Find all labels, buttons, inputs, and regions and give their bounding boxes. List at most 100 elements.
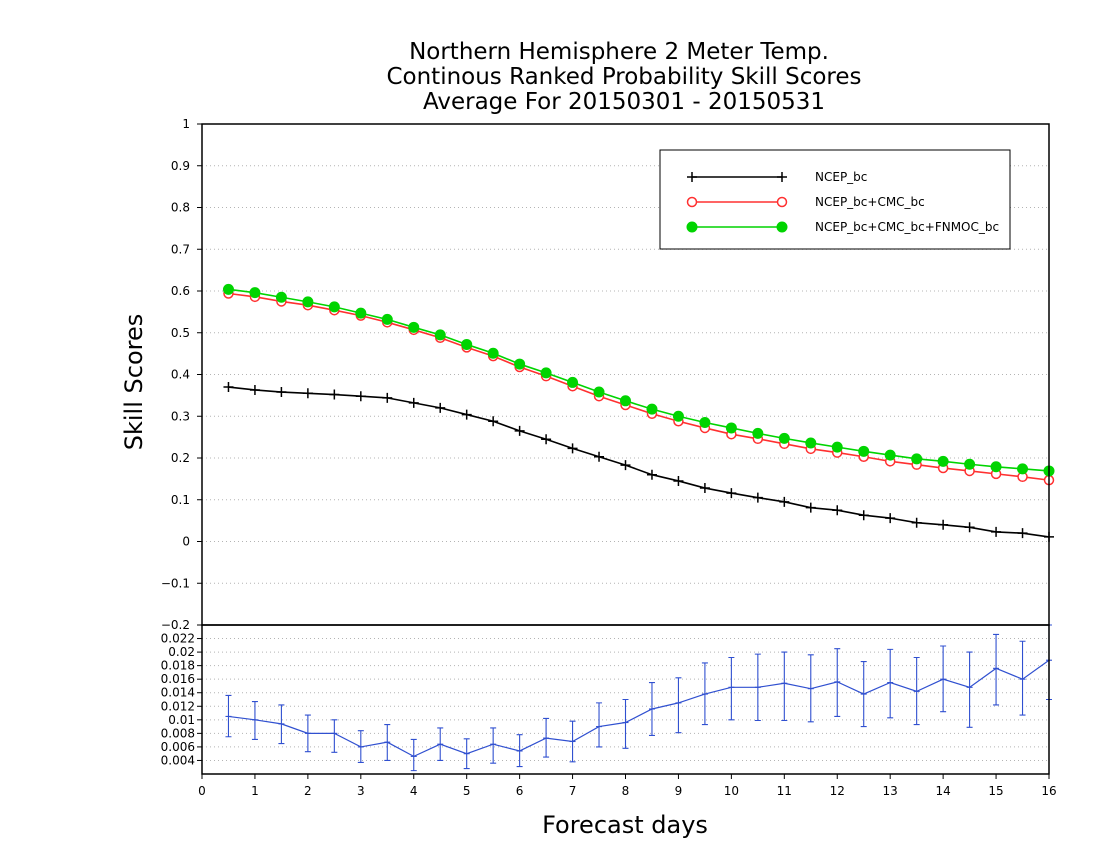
error-bar: [834, 648, 841, 717]
series-ncep-bc-point: [567, 443, 578, 454]
series-ncep-bc-point: [276, 387, 287, 398]
error-bar: [781, 651, 788, 722]
series-ncep-bc-cmc-bc-fnmoc-bc-point: [593, 386, 605, 398]
upper-y-tick-label: 0.9: [171, 159, 190, 173]
legend-entry-ncep-bc-cmc-bc-fnmoc-bc: NCEP_bc+CMC_bc+FNMOC_bc: [686, 220, 999, 234]
series-ncep-bc-point: [938, 519, 949, 530]
error-bar: [331, 719, 338, 753]
series-ncep-bc-cmc-bc-fnmoc-bc-point: [858, 445, 870, 457]
series-ncep-bc-point: [594, 451, 605, 462]
upper-y-tick-label: −0.1: [161, 576, 190, 590]
x-tick-label: 2: [304, 784, 312, 798]
lower-y-tick-label: 0.018: [161, 659, 195, 673]
lower-y-axis-ticks: 0.0040.0060.0080.010.0120.0140.0160.0180…: [161, 632, 202, 767]
legend-entry-ncep-bc-cmc-bc-fnmoc-bc-marker: [686, 221, 698, 233]
series-ncep-bc-point: [435, 402, 446, 413]
legend-entry-ncep-bc-label: NCEP_bc: [815, 170, 867, 184]
error-bar: [622, 698, 629, 749]
lower-y-tick-label: 0.022: [161, 632, 195, 646]
error-bar: [728, 656, 735, 721]
series-ncep-bc: [223, 382, 1054, 542]
series-ncep-bc-point: [752, 492, 763, 503]
series-ncep-bc-point: [249, 384, 260, 395]
error-bar: [490, 727, 497, 764]
series-ncep-bc-cmc-bc: [223, 288, 1055, 486]
series-ncep-bc-cmc-bc-fnmoc-bc-point: [805, 437, 817, 449]
error-bar: [887, 648, 894, 719]
x-tick-label: 14: [935, 784, 950, 798]
series-ncep-bc-cmc-bc-fnmoc-bc-point: [990, 461, 1002, 473]
x-tick-label: 0: [198, 784, 206, 798]
series-ncep-bc-cmc-bc-fnmoc-bc-point: [408, 321, 420, 333]
series-ncep-bc-point: [858, 510, 869, 521]
series-ncep-bc-point: [302, 388, 313, 399]
lower-y-tick-label: 0.014: [161, 686, 195, 700]
series-ncep-bc-cmc-bc-fnmoc-bc-point: [778, 432, 790, 444]
chart-title-line-2: Continous Ranked Probability Skill Score…: [386, 64, 861, 90]
series-ncep-bc-cmc-bc-fnmoc-bc-point: [937, 455, 949, 467]
series-ncep-bc-cmc-bc-fnmoc-bc-point: [540, 367, 552, 379]
series-ncep-bc-point: [911, 517, 922, 528]
upper-y-axis-ticks: −0.2 −0.1 0 0.1 0.2 0.3 0.4 0.5 0.6 0.7 0.8 0.9 1: [161, 117, 202, 632]
series-ncep-bc-point: [646, 469, 657, 480]
legend-entry-ncep-bc-marker: [687, 172, 697, 182]
chart-title-line-1: Northern Hemisphere 2 Meter Temp.: [409, 39, 829, 65]
series-ncep-bc-point: [673, 475, 684, 486]
series-ncep-bc-cmc-bc-fnmoc-bc-point: [222, 283, 234, 295]
x-tick-label: 1: [251, 784, 259, 798]
lower-y-tick-label: 0.012: [161, 699, 195, 713]
upper-y-tick-label: 0.2: [171, 451, 190, 465]
series-ncep-bc-cmc-bc-fnmoc-bc-point: [328, 301, 340, 313]
legend-entry-ncep-bc-cmc-bc-label: NCEP_bc+CMC_bc: [815, 195, 925, 209]
x-tick-label: 12: [830, 784, 845, 798]
lower-y-tick-label: 0.008: [161, 726, 195, 740]
series-ncep-bc-cmc-bc-fnmoc-bc-point: [831, 441, 843, 453]
lower-plot-frame: [201, 624, 1050, 775]
legend-entry-ncep-bc-cmc-bc-fnmoc-bc-label: NCEP_bc+CMC_bc+FNMOC_bc: [815, 220, 999, 234]
legend-entry-ncep-bc-cmc-bc: NCEP_bc+CMC_bc: [686, 195, 925, 209]
error-bar: [596, 702, 603, 748]
legend-entry-ncep-bc-cmc-bc-marker: [686, 196, 698, 208]
error-bar: [966, 651, 973, 728]
y-axis-label: Skill Scores: [120, 314, 148, 451]
series-ncep-bc-cmc-bc-fnmoc-bc-point: [567, 376, 579, 388]
upper-y-tick-label: 0.6: [171, 284, 190, 298]
x-tick-label: 10: [724, 784, 739, 798]
legend-entry-ncep-bc-cmc-bc-marker: [776, 196, 788, 208]
x-tick-label: 3: [357, 784, 365, 798]
series-ncep-bc-point: [514, 425, 525, 436]
x-tick-label: 6: [516, 784, 524, 798]
series-ncep-bc-cmc-bc-fnmoc-bc-point: [699, 417, 711, 429]
x-tick-label: 15: [988, 784, 1003, 798]
series-ncep-bc-cmc-bc-fnmoc-bc-line: [228, 288, 1050, 472]
x-tick-label: 13: [883, 784, 898, 798]
upper-series-layer: [222, 283, 1055, 542]
series-ncep-bc-cmc-bc-fnmoc-bc-point: [884, 449, 896, 461]
legend-entry-ncep-bc-cmc-bc-fnmoc-bc-marker: [776, 221, 788, 233]
legend-entry-ncep-bc: NCEP_bc: [687, 170, 867, 184]
series-ncep-bc-point: [699, 483, 710, 494]
series-ncep-bc-cmc-bc-fnmoc-bc-point: [646, 403, 658, 415]
lower-y-tick-label: 0.01: [168, 713, 195, 727]
series-ncep-bc-point: [355, 391, 366, 402]
upper-y-tick-label: −0.2: [161, 618, 190, 632]
series-ncep-bc-cmc-bc-fnmoc-bc-point: [725, 422, 737, 434]
x-tick-label: 4: [410, 784, 418, 798]
x-tick-label: 5: [463, 784, 471, 798]
upper-y-tick-label: 0.3: [171, 409, 190, 423]
lower-y-tick-label: 0.006: [161, 740, 195, 754]
series-ncep-bc-point: [832, 505, 843, 516]
x-tick-label: 9: [675, 784, 683, 798]
upper-y-tick-label: 0.1: [171, 493, 190, 507]
error-bar: [410, 738, 417, 772]
lower-y-tick-label: 0.02: [168, 645, 195, 659]
series-ncep-bc-point: [408, 397, 419, 408]
difference-series: [225, 624, 1052, 772]
series-ncep-bc-point: [488, 416, 499, 427]
series-ncep-bc-cmc-bc-fnmoc-bc-point: [672, 410, 684, 422]
x-tick-label: 11: [777, 784, 792, 798]
upper-y-tick-label: 0.8: [171, 201, 190, 215]
x-tick-label: 16: [1041, 784, 1056, 798]
upper-y-tick-label: 0.7: [171, 242, 190, 256]
